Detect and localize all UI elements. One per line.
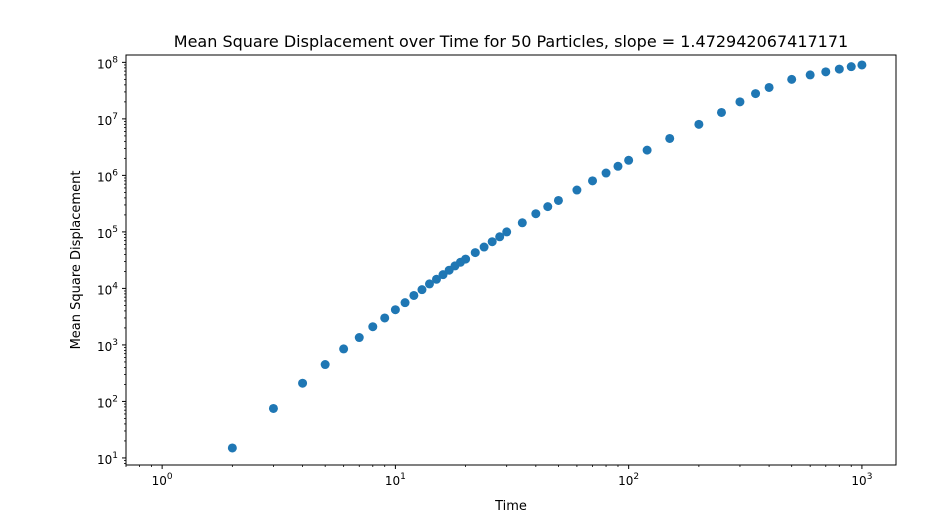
y-tick-label: 106 xyxy=(97,168,118,184)
x-tick-exponent: 1 xyxy=(400,472,406,482)
x-tick-exponent: 0 xyxy=(167,472,173,482)
data-point xyxy=(735,97,745,107)
x-axis-label: Time xyxy=(494,499,527,514)
data-point xyxy=(846,62,856,72)
data-point xyxy=(400,298,410,308)
y-tick-label: 105 xyxy=(97,225,118,241)
x-tick-exponent: 3 xyxy=(867,472,873,482)
chart-title: Mean Square Displacement over Time for 5… xyxy=(174,32,848,51)
x-axis-ticks: 100 101 102 103 xyxy=(152,465,872,488)
data-point xyxy=(502,227,512,237)
data-point xyxy=(470,248,480,258)
data-point xyxy=(588,176,598,186)
x-tick-label: 102 xyxy=(618,472,639,488)
data-point xyxy=(531,209,541,219)
data-point xyxy=(461,254,471,264)
data-point xyxy=(834,64,844,74)
x-tick-base: 10 xyxy=(385,474,400,488)
y-tick-label: 101 xyxy=(97,451,118,467)
data-point xyxy=(857,60,867,70)
data-point xyxy=(227,443,237,453)
y-tick-exponent: 2 xyxy=(112,394,118,404)
data-point xyxy=(417,285,427,295)
data-point xyxy=(751,89,761,99)
x-tick-base: 10 xyxy=(618,474,633,488)
data-point xyxy=(517,218,527,228)
y-tick-exponent: 5 xyxy=(112,225,118,235)
x-tick-label: 101 xyxy=(385,472,406,488)
y-tick-base: 10 xyxy=(97,340,112,354)
data-point xyxy=(354,333,364,343)
data-point xyxy=(543,202,553,212)
data-point xyxy=(821,67,831,77)
data-point xyxy=(553,195,563,205)
data-point xyxy=(694,119,704,129)
data-point xyxy=(409,290,419,300)
x-tick-label: 100 xyxy=(152,472,173,488)
y-tick-exponent: 8 xyxy=(112,55,118,65)
data-point xyxy=(431,274,441,284)
data-point xyxy=(613,161,623,171)
data-point xyxy=(487,237,497,247)
y-axis-label: Mean Square Displacement xyxy=(69,171,84,350)
y-tick-label: 103 xyxy=(97,338,118,354)
data-point xyxy=(298,378,308,388)
y-tick-base: 10 xyxy=(97,283,112,297)
y-tick-label: 108 xyxy=(97,55,118,71)
data-point xyxy=(368,322,378,332)
y-tick-base: 10 xyxy=(97,227,112,241)
data-point xyxy=(380,313,390,323)
x-tick-label: 103 xyxy=(851,472,872,488)
y-tick-exponent: 3 xyxy=(112,338,118,348)
data-point xyxy=(601,168,611,178)
data-point xyxy=(479,242,489,252)
data-point xyxy=(665,133,675,143)
y-tick-base: 10 xyxy=(97,396,112,410)
y-tick-base: 10 xyxy=(97,114,112,128)
data-point xyxy=(424,279,434,289)
data-point xyxy=(805,70,815,80)
data-point xyxy=(787,74,797,84)
x-tick-exponent: 2 xyxy=(633,472,639,482)
data-point xyxy=(390,305,400,315)
y-tick-label: 107 xyxy=(97,112,118,128)
y-tick-base: 10 xyxy=(97,170,112,184)
data-point xyxy=(320,360,330,370)
y-tick-exponent: 6 xyxy=(112,168,118,178)
x-tick-base: 10 xyxy=(851,474,866,488)
y-tick-base: 10 xyxy=(97,57,112,71)
data-point xyxy=(716,107,726,117)
data-point xyxy=(268,403,278,413)
y-tick-label: 104 xyxy=(97,281,118,297)
y-tick-base: 10 xyxy=(97,453,112,467)
data-point xyxy=(572,185,582,195)
data-point xyxy=(642,145,652,155)
plot-frame xyxy=(125,54,897,466)
data-points xyxy=(227,60,867,453)
y-tick-exponent: 1 xyxy=(112,451,118,461)
data-point xyxy=(764,82,774,92)
x-tick-base: 10 xyxy=(152,474,167,488)
data-point xyxy=(495,232,505,242)
data-point xyxy=(339,344,349,354)
y-tick-label: 102 xyxy=(97,394,118,410)
y-tick-exponent: 4 xyxy=(112,281,118,291)
minor-ticks xyxy=(124,64,852,467)
data-point xyxy=(624,155,634,165)
y-tick-exponent: 7 xyxy=(112,112,118,122)
